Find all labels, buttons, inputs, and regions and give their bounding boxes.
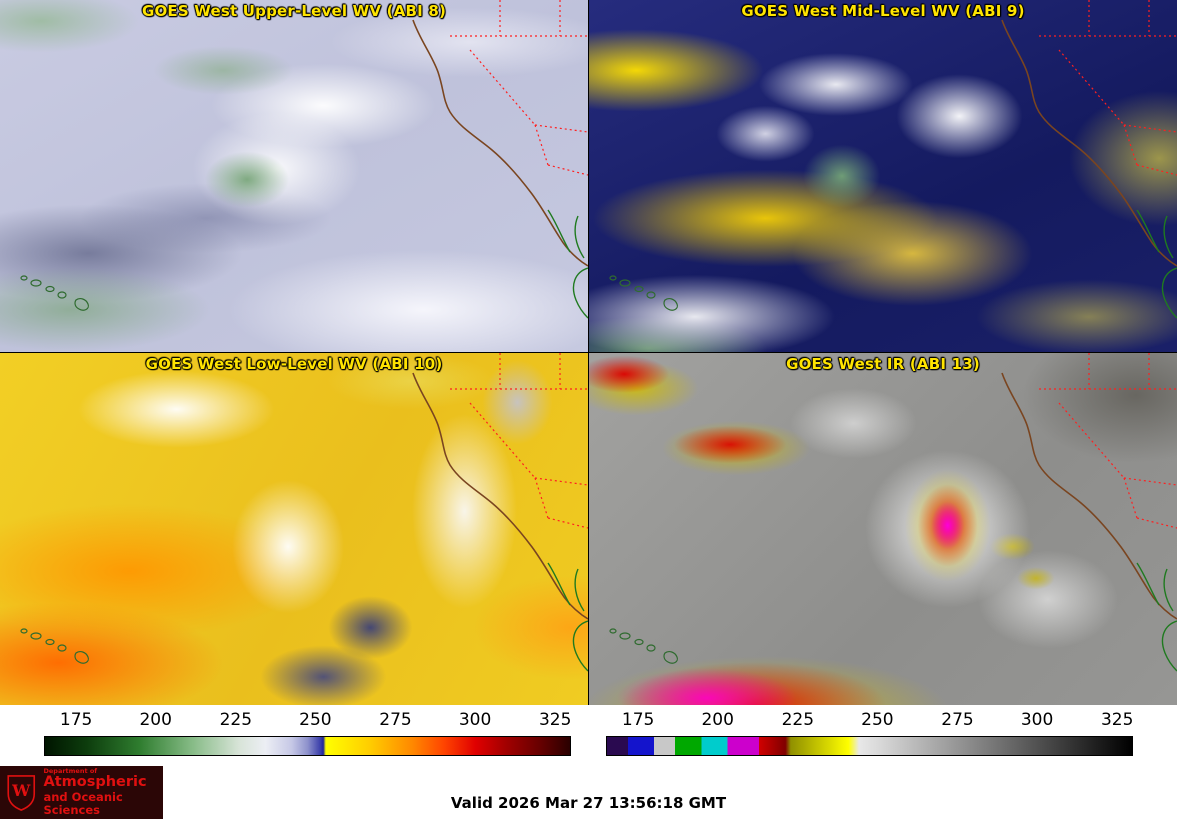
colorbar-tick: 200 [701,710,734,730]
ir-colorbar-gradient [606,736,1133,756]
panel-title-upper-wv: GOES West Upper-Level WV (ABI 8) [141,2,447,20]
map-overlay [609,0,1177,319]
map-overlay [20,0,588,319]
colorbar-tick: 300 [1020,710,1054,730]
colorbar-tick: 225 [219,710,253,730]
colorbar-tick: 275 [379,710,412,730]
logo-name-line2: and Oceanic Sciences [43,790,123,818]
satellite-imagery-upper-wv [0,0,588,352]
ir-colorbar: 175 200 225 250 275 300 325 [606,706,1133,764]
ir-colorbar-ticks: 175 200 225 250 275 300 325 [606,706,1134,736]
colorbar-tick: 175 [59,710,93,730]
satellite-imagery-ir [589,353,1177,705]
panel-mid-wv[interactable]: GOES West Mid-Level WV (ABI 9) [589,0,1177,352]
colorbar-tick: 250 [299,710,332,730]
colorbar-tick: 325 [1100,710,1134,730]
panel-ir[interactable]: GOES West IR (ABI 13) [589,353,1177,705]
colorbar-tick: 175 [621,710,655,730]
map-overlay [609,353,1177,672]
footer: W Department of Atmospheric and Oceanic … [0,764,1177,820]
colorbar-tick: 325 [538,710,572,730]
panel-title-low-wv: GOES West Low-Level WV (ABI 10) [145,355,443,373]
panel-low-wv[interactable]: GOES West Low-Level WV (ABI 10) [0,353,588,705]
wv-colorbar-ticks: 175 200 225 250 275 300 325 [44,706,572,736]
colorbar-tick: 200 [139,710,172,730]
uw-aos-logo[interactable]: W Department of Atmospheric and Oceanic … [0,766,163,819]
valid-time-label: Valid 2026 Mar 27 13:56:18 GMT [450,794,727,812]
crest-letter: W [11,781,31,800]
logo-department-line: Department of [43,767,98,776]
satellite-imagery-mid-wv [589,0,1177,352]
colorbar-tick: 225 [781,710,815,730]
uw-crest-icon: W [7,774,36,811]
logo-name-line1: Atmospheric [43,774,147,791]
wv-colorbar-gradient [44,736,571,756]
map-overlay [20,353,588,672]
logo-text: Department of Atmospheric and Oceanic Sc… [43,767,163,818]
colorbar-tick: 275 [941,710,974,730]
panel-title-mid-wv: GOES West Mid-Level WV (ABI 9) [741,2,1025,20]
wv-colorbar: 175 200 225 250 275 300 325 [44,706,571,764]
satellite-imagery-low-wv [0,353,588,705]
panel-grid: GOES West Upper-Level WV (ABI 8) GOES We… [0,0,1177,705]
colorbar-tick: 250 [861,710,894,730]
colorbar-row: 175 200 225 250 275 300 325 175 200 225 … [0,706,1177,764]
panel-upper-wv[interactable]: GOES West Upper-Level WV (ABI 8) [0,0,588,352]
panel-title-ir: GOES West IR (ABI 13) [786,355,980,373]
colorbar-tick: 300 [458,710,492,730]
